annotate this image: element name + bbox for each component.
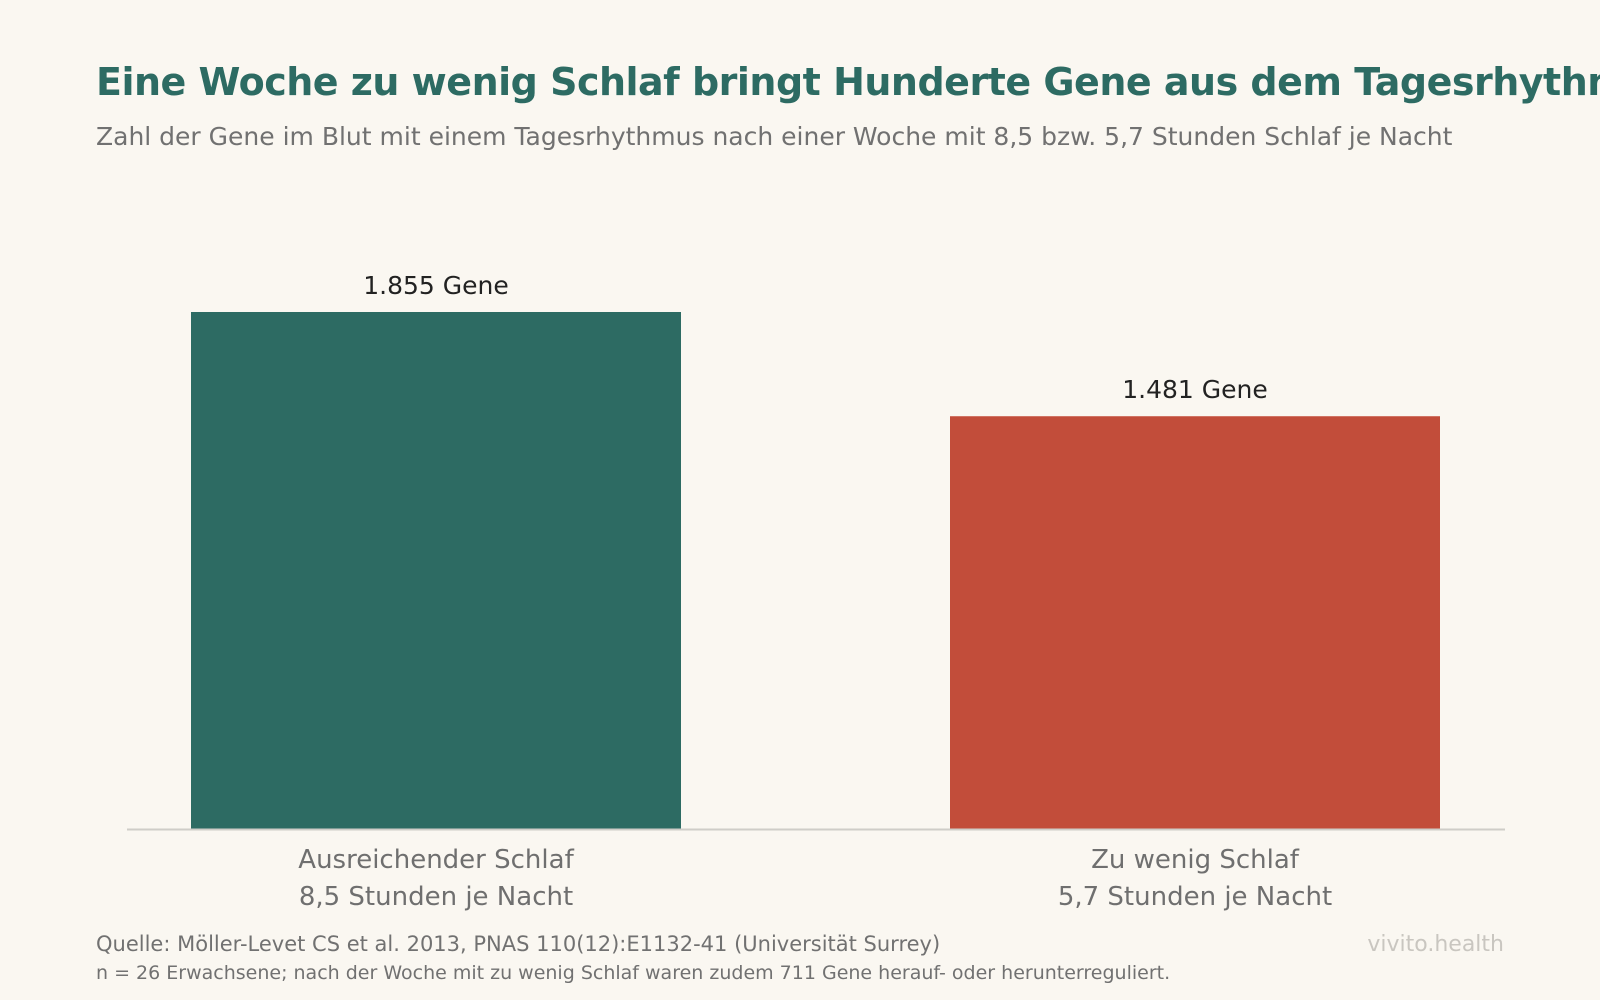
bar-chart: 1.855 Gene Ausreichender Schlaf 8,5 Stunde… <box>127 271 1505 912</box>
source-note: Quelle: Möller-Levet CS et al. 2013, PNA… <box>96 932 941 956</box>
category-label-1-line-2: 8,5 Stunden je Nacht <box>299 882 573 912</box>
category-label-1-line-1: Ausreichender Schlaf <box>298 845 574 875</box>
data-label-2: 1.481 Gene <box>1122 375 1268 404</box>
bar-1 <box>191 312 681 829</box>
data-label-1: 1.855 Gene <box>363 271 509 300</box>
chart-title: Eine Woche zu wenig Schlaf bringt Hunder… <box>96 60 1600 104</box>
category-label-2-line-1: Zu wenig Schlaf <box>1091 845 1300 875</box>
sample-note: n = 26 Erwachsene; nach der Woche mit zu… <box>96 962 1171 984</box>
bar-2 <box>950 416 1440 829</box>
brand-label: vivito.health <box>1367 932 1504 957</box>
category-label-2-line-2: 5,7 Stunden je Nacht <box>1058 882 1332 912</box>
chart-subtitle: Zahl der Gene im Blut mit einem Tagesrhy… <box>96 122 1453 151</box>
